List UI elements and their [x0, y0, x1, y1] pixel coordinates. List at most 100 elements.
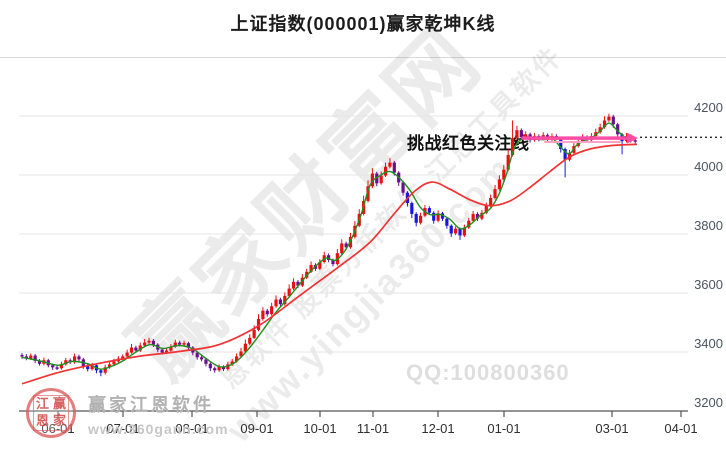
candle-body	[138, 345, 142, 351]
candle-body	[164, 350, 169, 353]
candle-body	[616, 124, 620, 135]
candle-body	[366, 186, 370, 201]
candle-body	[77, 356, 81, 360]
seal-char: 家	[52, 413, 66, 428]
x-axis-label: 01-01	[487, 421, 520, 436]
candle-body	[383, 166, 388, 176]
watermark-qq-text: QQ:100800360	[406, 360, 570, 385]
candle-body	[309, 264, 313, 272]
candle-body	[327, 255, 331, 260]
candle-body	[29, 355, 33, 359]
candle-body	[160, 349, 164, 353]
candle-body	[143, 342, 147, 346]
candle-body	[480, 212, 484, 219]
candle-body	[64, 360, 68, 365]
y-axis-label: 3800	[694, 218, 723, 233]
x-axis-label: 10-01	[303, 421, 336, 436]
candle-body	[497, 179, 502, 190]
candle-body	[440, 213, 445, 219]
candle-body	[99, 370, 103, 373]
candle-body	[370, 173, 374, 187]
candle-body	[121, 356, 125, 359]
candle-body	[458, 228, 462, 236]
ma-long-line	[21, 143, 638, 385]
candle-body	[134, 347, 138, 351]
candle-body	[375, 173, 379, 184]
candle-body	[475, 213, 480, 219]
y-axis-label: 4000	[694, 159, 723, 174]
candle-body	[633, 140, 637, 142]
candle-body	[204, 359, 208, 364]
candle-body	[108, 364, 112, 368]
attention-line-annotation: 挑战红色关注线	[407, 134, 530, 153]
seal-characters: 江 赢 恩 家	[33, 395, 69, 431]
x-axis-label: 09-01	[240, 421, 273, 436]
candle-body	[388, 162, 392, 167]
x-axis-label: 08-01	[175, 421, 208, 436]
candle-body	[454, 228, 458, 234]
candle-body	[186, 343, 191, 348]
x-axis-label: 12-01	[421, 421, 454, 436]
candle-body	[506, 154, 510, 170]
candle-body	[55, 367, 59, 369]
x-axis-label: 03-01	[595, 421, 628, 436]
candle-body	[265, 310, 269, 315]
candle-body	[489, 198, 493, 206]
candle-body	[607, 116, 611, 121]
software-site-watermark: www.360gann.com	[88, 421, 229, 437]
candle-body	[462, 227, 466, 236]
candle-body	[515, 130, 519, 139]
candle-body	[199, 357, 204, 360]
candle-body	[559, 138, 563, 150]
candle-body	[243, 343, 247, 352]
candle-body	[90, 365, 94, 370]
candle-body	[401, 182, 405, 193]
y-axis-label: 3200	[694, 395, 723, 410]
candle-body	[129, 347, 134, 353]
candle-body	[20, 354, 24, 357]
candle-body	[598, 127, 602, 133]
x-axis-label: 07-01	[106, 421, 139, 436]
candle-body	[213, 368, 217, 371]
candle-body	[59, 364, 64, 369]
candle-body	[502, 169, 506, 180]
candle-body	[51, 365, 55, 368]
seal-char: 恩	[35, 413, 49, 428]
y-axis-label: 3600	[694, 277, 723, 292]
candle-body	[37, 360, 42, 364]
candle-body	[318, 262, 322, 269]
candle-body	[125, 352, 129, 357]
candle-body	[344, 243, 348, 248]
candle-body	[410, 203, 414, 214]
candle-body	[208, 363, 212, 369]
candle-body	[178, 342, 182, 345]
seal-char: 江	[35, 396, 49, 411]
candle-body	[524, 134, 528, 138]
y-axis-label: 4200	[694, 100, 723, 115]
candle-body	[493, 189, 497, 199]
candle-body	[379, 175, 383, 184]
candle-body	[484, 205, 488, 213]
candle-body	[471, 213, 475, 221]
candle-body	[602, 120, 607, 128]
title-divider	[0, 57, 726, 58]
x-axis-label: 04-01	[664, 421, 697, 436]
candle-body	[296, 281, 300, 286]
candle-body	[436, 213, 440, 221]
x-axis-label: 11-01	[357, 421, 389, 436]
candle-body	[519, 130, 523, 138]
candle-body	[414, 213, 418, 223]
candle-body	[510, 138, 515, 155]
candle-body	[283, 295, 287, 305]
candle-body	[278, 299, 283, 305]
candle-body	[432, 212, 436, 221]
candle-body	[274, 299, 278, 307]
software-name-watermark: 赢家江恩软件	[88, 395, 214, 415]
candle-body	[287, 288, 291, 296]
candle-body	[331, 259, 335, 265]
candle-body	[147, 340, 151, 343]
candle-body	[239, 351, 243, 357]
candle-body	[261, 310, 265, 319]
candle-body	[418, 215, 423, 223]
